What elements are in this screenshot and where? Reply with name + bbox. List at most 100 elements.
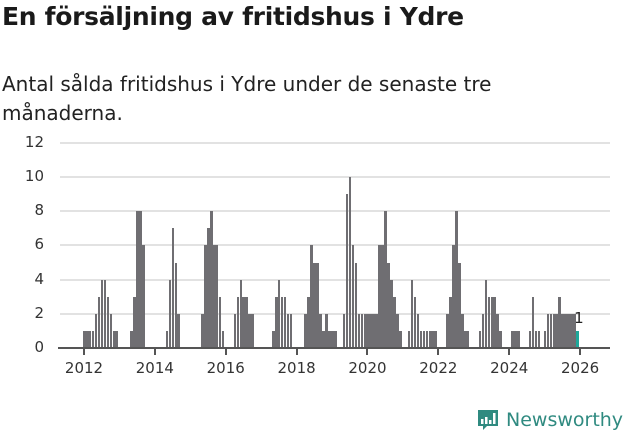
bar — [85, 330, 89, 348]
y-tick-label: 0 — [34, 338, 44, 356]
gridline — [60, 312, 610, 315]
bar — [458, 262, 461, 348]
bar — [325, 313, 328, 348]
bar — [348, 177, 352, 348]
x-tick — [224, 348, 227, 355]
x-tick-label: 2024 — [490, 359, 529, 377]
x-tick-label: 2020 — [348, 359, 387, 377]
bar — [322, 330, 325, 348]
x-tick — [579, 348, 582, 355]
x-tick-label: 2018 — [277, 359, 316, 377]
bar — [363, 313, 367, 348]
bar — [165, 330, 169, 348]
bar — [316, 262, 319, 348]
bar — [396, 313, 399, 348]
last-value-annotation: 1 — [574, 308, 584, 327]
bar — [496, 313, 499, 348]
bar — [416, 313, 420, 348]
y-tick-label: 10 — [24, 167, 44, 185]
bar — [398, 330, 402, 348]
bar — [248, 313, 251, 348]
bar — [455, 211, 458, 348]
bar — [410, 279, 414, 348]
bar — [434, 330, 437, 348]
bar — [528, 330, 532, 348]
x-tick-label: 2026 — [561, 359, 600, 377]
bar — [112, 330, 116, 348]
bar — [139, 211, 142, 348]
bar — [251, 313, 254, 348]
bar — [345, 194, 349, 348]
bar — [236, 296, 240, 348]
bar — [534, 330, 538, 348]
bar — [499, 330, 502, 348]
bar — [289, 313, 293, 348]
bar — [204, 245, 207, 348]
bar — [570, 313, 573, 348]
bar — [384, 211, 387, 348]
bar — [319, 313, 322, 348]
bar — [103, 279, 107, 348]
bar — [366, 313, 370, 348]
bar — [517, 330, 520, 348]
bar — [88, 330, 92, 348]
bar — [280, 296, 284, 348]
bar — [573, 313, 576, 348]
bar — [331, 330, 334, 348]
x-tick-label: 2022 — [419, 359, 458, 377]
bar — [360, 313, 364, 348]
bar — [487, 296, 491, 348]
x-axis-line — [58, 347, 610, 349]
bar — [369, 313, 373, 348]
chart-subtitle: Antal sålda fritidshus i Ydre under de s… — [2, 72, 492, 125]
bar — [307, 296, 311, 348]
bar — [372, 313, 375, 348]
bar — [546, 313, 550, 348]
x-tick — [508, 348, 511, 355]
bar — [242, 296, 246, 348]
gridline — [60, 210, 610, 213]
y-tick-label: 8 — [34, 201, 44, 220]
bar — [561, 313, 564, 348]
bar — [511, 330, 514, 348]
bar — [357, 313, 361, 348]
bar — [413, 296, 417, 348]
bar — [142, 245, 145, 348]
bar — [115, 330, 119, 348]
bar — [83, 330, 86, 348]
bar — [576, 330, 579, 348]
bar — [425, 330, 429, 348]
bar — [342, 313, 346, 348]
y-tick-label: 4 — [34, 269, 44, 288]
bar — [174, 262, 178, 348]
x-tick-label: 2016 — [206, 359, 245, 377]
bar — [390, 279, 393, 348]
bar — [171, 228, 175, 348]
bar — [334, 330, 337, 348]
bar — [109, 313, 113, 348]
bar — [431, 330, 435, 348]
x-tick — [83, 348, 85, 355]
bar — [304, 313, 308, 348]
bar — [100, 279, 104, 348]
gridline — [60, 244, 610, 247]
bar — [537, 330, 541, 348]
bar — [549, 313, 553, 348]
bar — [274, 296, 278, 348]
bar — [449, 296, 452, 348]
bar — [463, 330, 467, 348]
bar — [136, 211, 139, 348]
y-tick-label: 12 — [24, 132, 44, 151]
bar — [484, 279, 488, 348]
bar — [555, 313, 559, 348]
bar — [466, 330, 470, 348]
bar — [328, 330, 331, 348]
bar — [419, 330, 423, 348]
bar — [97, 296, 101, 348]
bar — [351, 245, 355, 348]
bar — [94, 313, 98, 348]
bar — [209, 211, 213, 348]
bar — [91, 330, 95, 348]
bar — [381, 245, 384, 348]
bar — [393, 296, 396, 348]
